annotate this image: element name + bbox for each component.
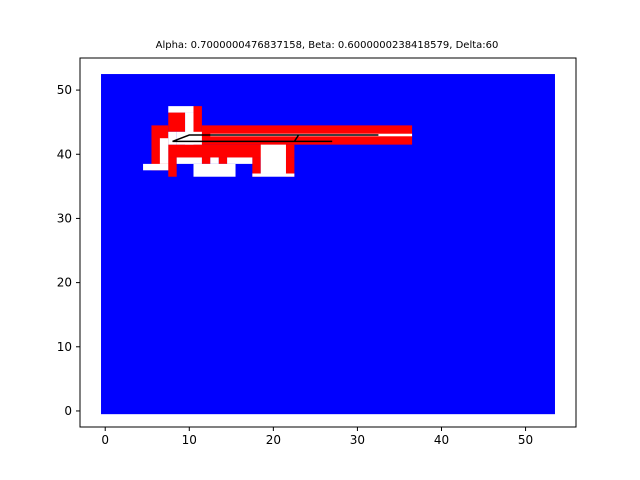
free-cell [168, 131, 177, 145]
chart-title: Alpha: 0.7000000476837158, Beta: 0.60000… [156, 40, 499, 51]
x-tick-label: 50 [518, 433, 533, 447]
axes-frame [79, 57, 577, 428]
free-cell [143, 163, 169, 171]
free-cell [193, 163, 236, 177]
free-cell [176, 157, 202, 164]
x-tick-label: 0 [101, 433, 109, 447]
free-cell [260, 144, 286, 174]
x-axis-ticks: 0 10 20 30 40 50 [101, 427, 533, 447]
free-cell [210, 157, 219, 164]
free-cell [252, 173, 295, 177]
free-cell [227, 157, 253, 164]
y-tick-label: 10 [57, 340, 72, 354]
boundary-cell [168, 112, 186, 132]
trajectory-path [172, 134, 379, 143]
x-tick-label: 40 [434, 433, 449, 447]
free-cell [168, 106, 194, 113]
grid-cells [101, 74, 555, 415]
y-axis-ticks: 0 10 20 30 40 50 [57, 83, 80, 418]
x-tick-label: 30 [350, 433, 365, 447]
boundary-cell [218, 157, 228, 164]
y-tick-label: 40 [57, 147, 72, 161]
boundary-cell [193, 106, 202, 145]
y-tick-label: 50 [57, 83, 72, 97]
boundary-cell [201, 157, 211, 164]
free-cell [185, 112, 194, 145]
x-tick-label: 10 [182, 433, 197, 447]
boundary-cell [252, 157, 261, 177]
free-cell [159, 138, 169, 164]
plot-area: 0 10 20 30 40 50 0 10 20 30 40 50 [57, 57, 577, 447]
x-tick-label: 20 [266, 433, 281, 447]
y-tick-label: 30 [57, 211, 72, 225]
path-line [172, 134, 379, 143]
y-tick-label: 0 [64, 404, 72, 418]
boundary-cell [168, 157, 177, 177]
y-tick-label: 20 [57, 276, 72, 290]
boundary-cell [285, 157, 295, 177]
